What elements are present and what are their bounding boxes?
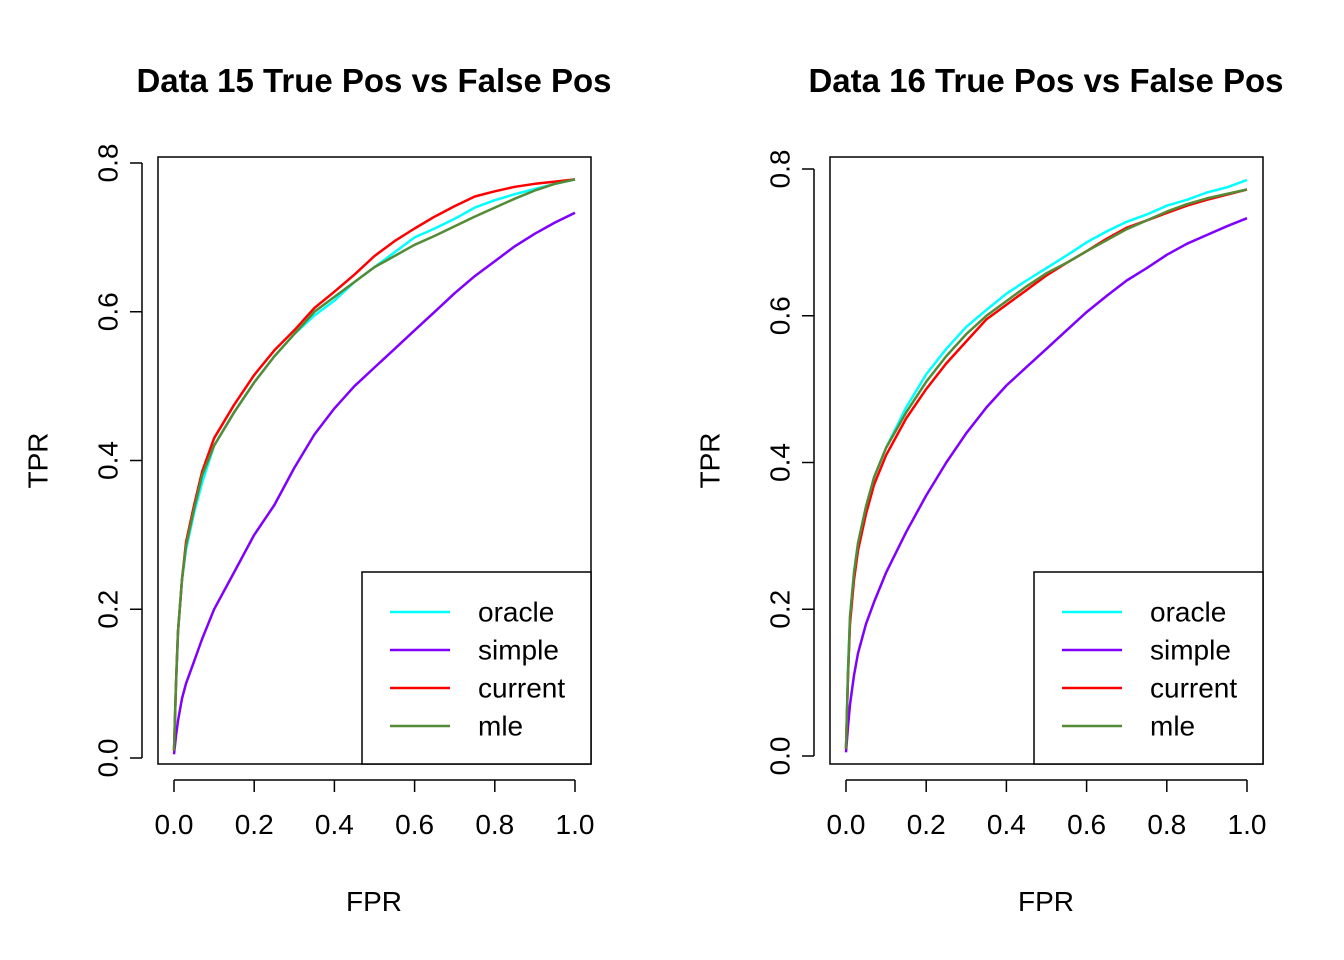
series-line-mle bbox=[844, 188, 1248, 749]
series-line-simple bbox=[844, 217, 1248, 753]
y-tick-label: 0.6 bbox=[93, 292, 124, 331]
chart-panel-2: Data 16 True Pos vs False Pos 0.0 0.2 0.4 0.… bbox=[695, 62, 1284, 917]
y-tick-label: 0.6 bbox=[765, 296, 796, 335]
x-tick-label: 0.0 bbox=[155, 809, 194, 840]
x-tick-label: 0.8 bbox=[1147, 809, 1186, 840]
legend-label-simple: simple bbox=[1150, 635, 1231, 666]
legend-label-current: current bbox=[478, 673, 565, 704]
y-axis-label: TPR bbox=[695, 433, 726, 489]
y-tick-label: 0.0 bbox=[93, 739, 124, 778]
x-tick-label: 0.2 bbox=[235, 809, 274, 840]
x-axis-label: FPR bbox=[1018, 886, 1074, 917]
x-tick-label: 1.0 bbox=[1228, 809, 1267, 840]
x-tick-label: 0.8 bbox=[475, 809, 514, 840]
y-tick-label: 0.4 bbox=[93, 441, 124, 480]
x-tick-label: 0.6 bbox=[395, 809, 434, 840]
y-tick-label: 0.4 bbox=[765, 443, 796, 482]
x-axis-label: FPR bbox=[346, 886, 402, 917]
legend-label-oracle: oracle bbox=[478, 597, 554, 628]
legend-label-simple: simple bbox=[478, 635, 559, 666]
legend-label-current: current bbox=[1150, 673, 1237, 704]
chart-panel-1: Data 15 True Pos vs False Pos 0.0 0.2 0.4 0.… bbox=[23, 62, 612, 917]
y-axis-label: TPR bbox=[23, 433, 54, 489]
series-line-mle bbox=[172, 178, 576, 751]
y-tick-label: 0.8 bbox=[93, 144, 124, 183]
x-tick-label: 1.0 bbox=[556, 809, 595, 840]
legend-box bbox=[361, 571, 592, 765]
chart-title: Data 16 True Pos vs False Pos bbox=[808, 62, 1283, 99]
legend-label-mle: mle bbox=[478, 711, 523, 742]
x-tick-label: 0.4 bbox=[987, 809, 1026, 840]
y-tick-label: 0.2 bbox=[93, 590, 124, 629]
legend-box bbox=[1033, 571, 1264, 765]
x-tick-label: 0.6 bbox=[1067, 809, 1106, 840]
y-tick-label: 0.2 bbox=[765, 590, 796, 629]
x-tick-label: 0.2 bbox=[907, 809, 946, 840]
y-tick-label: 0.8 bbox=[765, 150, 796, 189]
series-line-simple bbox=[172, 211, 576, 755]
y-tick-label: 0.0 bbox=[765, 737, 796, 776]
x-tick-label: 0.4 bbox=[315, 809, 354, 840]
legend: oracle simple current mle bbox=[361, 571, 592, 765]
x-tick-label: 0.0 bbox=[827, 809, 866, 840]
legend: oracle simple current mle bbox=[1033, 571, 1264, 765]
legend-label-oracle: oracle bbox=[1150, 597, 1226, 628]
legend-label-mle: mle bbox=[1150, 711, 1195, 742]
chart-title: Data 15 True Pos vs False Pos bbox=[136, 62, 611, 99]
